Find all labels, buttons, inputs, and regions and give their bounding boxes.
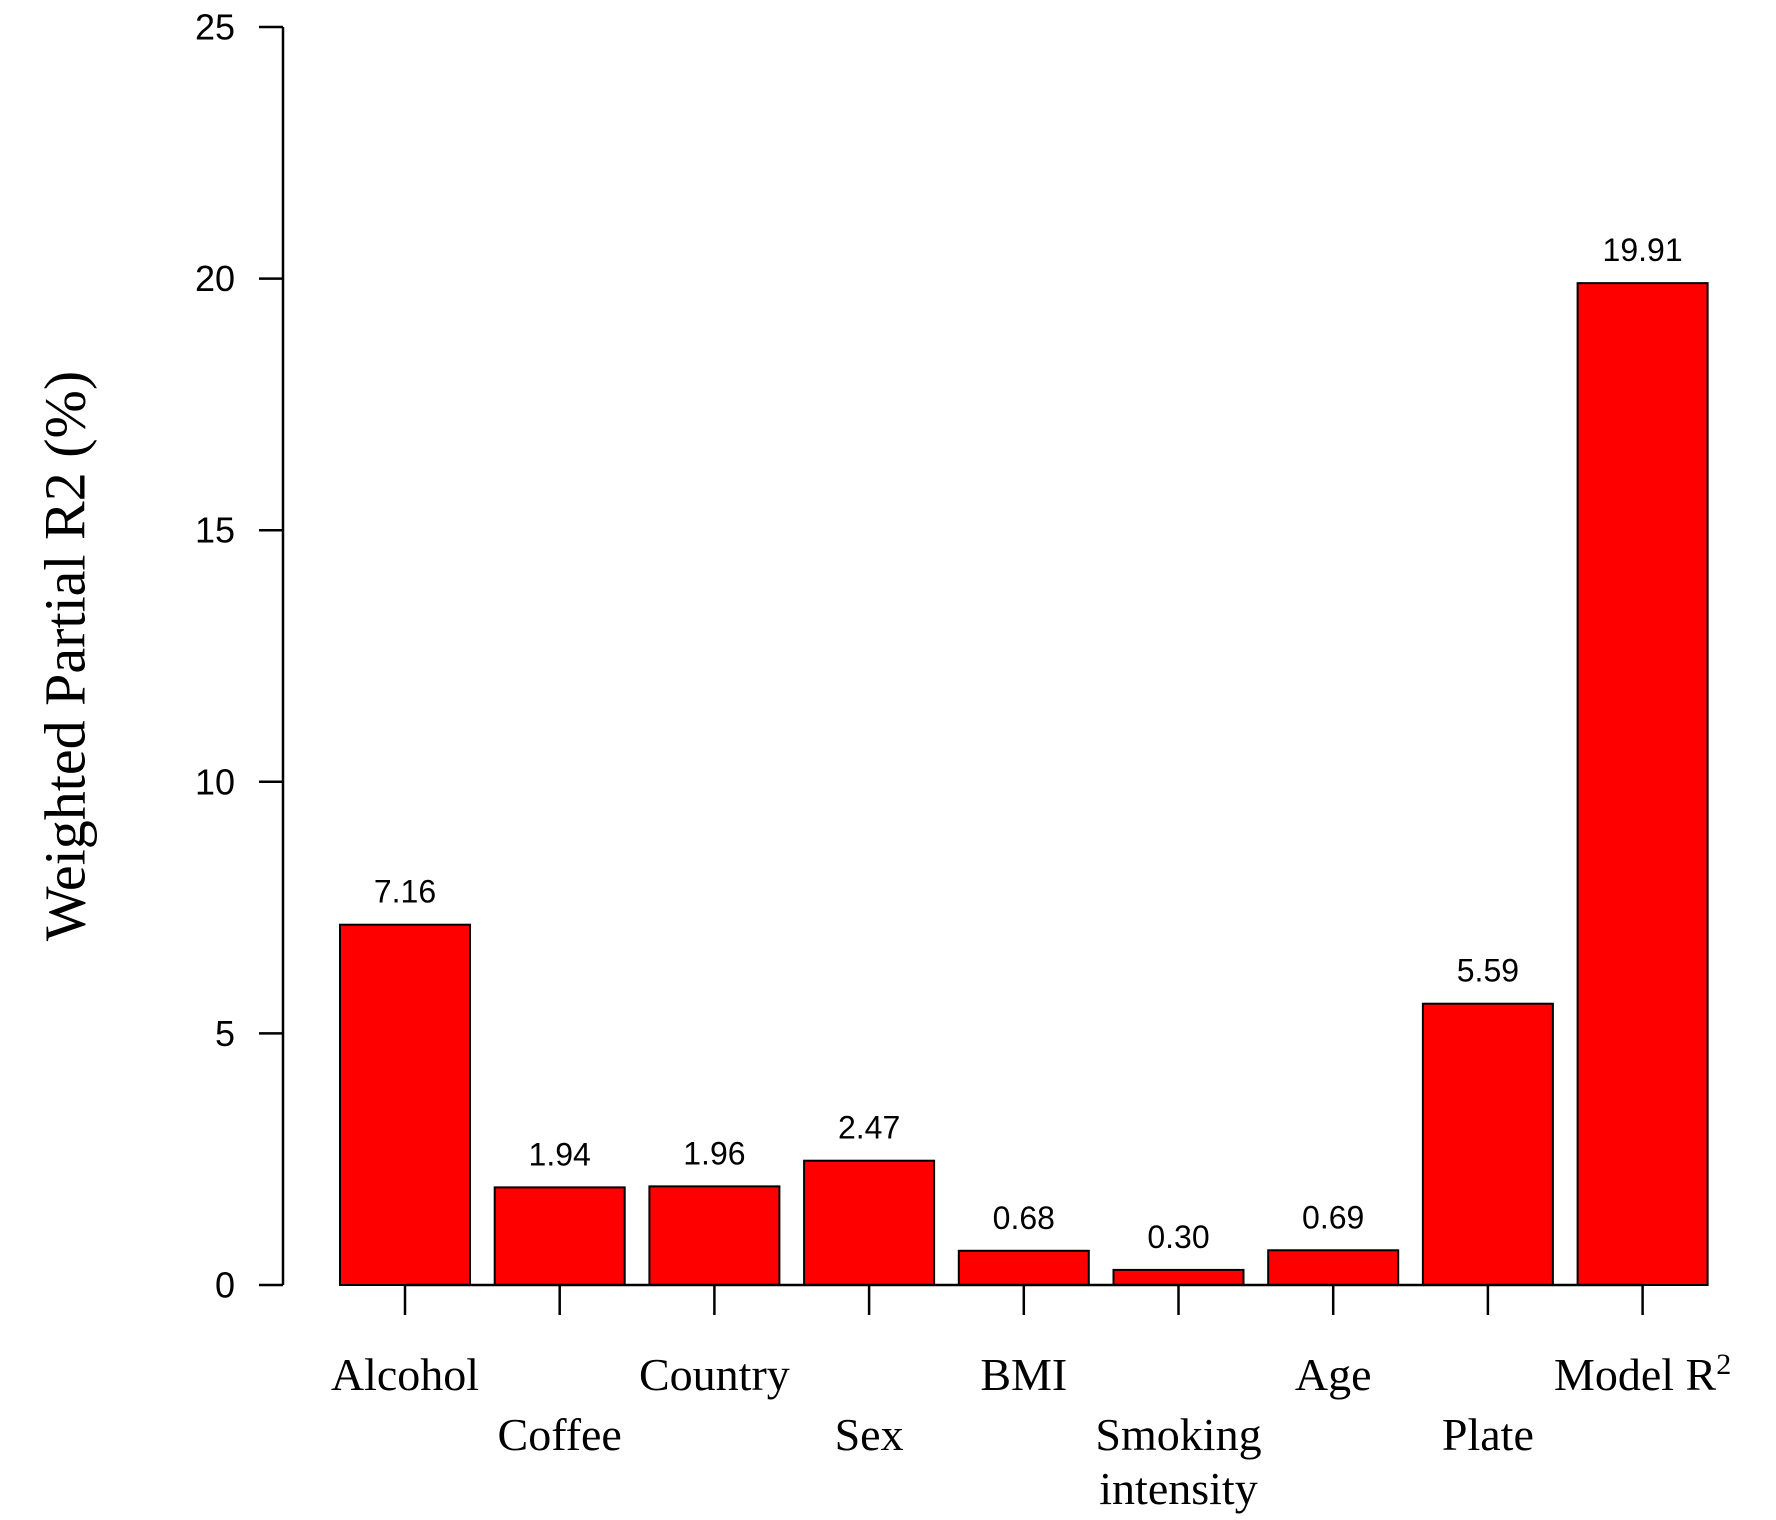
bar-sex — [803, 1159, 936, 1286]
x-category-label: Age — [1295, 1349, 1372, 1400]
bar-plate — [1421, 1002, 1554, 1286]
bars: 7.16 1.94 1.96 2.47 0.68 0.30 0.69 5.59 19.91 — [339, 232, 1709, 1287]
y-tick-label: 10 — [195, 761, 235, 802]
bar-model-r — [1576, 282, 1709, 1287]
data-label: 0.30 — [1147, 1219, 1209, 1255]
bar-alcohol — [339, 923, 471, 1286]
data-label: 19.91 — [1603, 232, 1683, 268]
bar-smoking-intensity — [1112, 1268, 1245, 1287]
y-axis: 0 5 10 15 20 25 — [195, 7, 285, 1306]
bar-country — [648, 1185, 781, 1286]
bar-age — [1267, 1249, 1400, 1286]
x-category-label: Model R2 — [1554, 1348, 1731, 1400]
x-category-label: Smoking intensity — [1095, 1409, 1261, 1514]
y-tick-label: 25 — [195, 7, 235, 48]
x-axis: Alcohol Coffee Country Sex BMI Smoking intensi… — [331, 1283, 1731, 1514]
y-tick-label: 15 — [195, 510, 235, 551]
x-category-label: Coffee — [498, 1409, 622, 1460]
x-category-label: Sex — [835, 1409, 904, 1460]
data-label: 1.94 — [529, 1136, 591, 1172]
data-label: 0.68 — [993, 1200, 1055, 1236]
x-category-label: BMI — [980, 1349, 1067, 1400]
bar-bmi — [957, 1249, 1090, 1286]
x-category-label: Country — [639, 1349, 790, 1400]
x-category-label: Plate — [1442, 1409, 1534, 1460]
y-axis-title: Weighted Partial R2 (%) — [33, 371, 98, 941]
data-label: 5.59 — [1457, 953, 1519, 989]
data-label: 2.47 — [838, 1110, 900, 1146]
data-label: 0.69 — [1302, 1199, 1364, 1235]
data-label: 7.16 — [374, 874, 436, 910]
y-tick-label: 20 — [195, 258, 235, 299]
data-label: 1.96 — [683, 1135, 745, 1171]
bar-coffee — [493, 1186, 626, 1286]
y-tick-label: 5 — [215, 1013, 235, 1054]
x-category-label: Alcohol — [331, 1349, 479, 1400]
y-tick-label: 0 — [215, 1265, 235, 1306]
